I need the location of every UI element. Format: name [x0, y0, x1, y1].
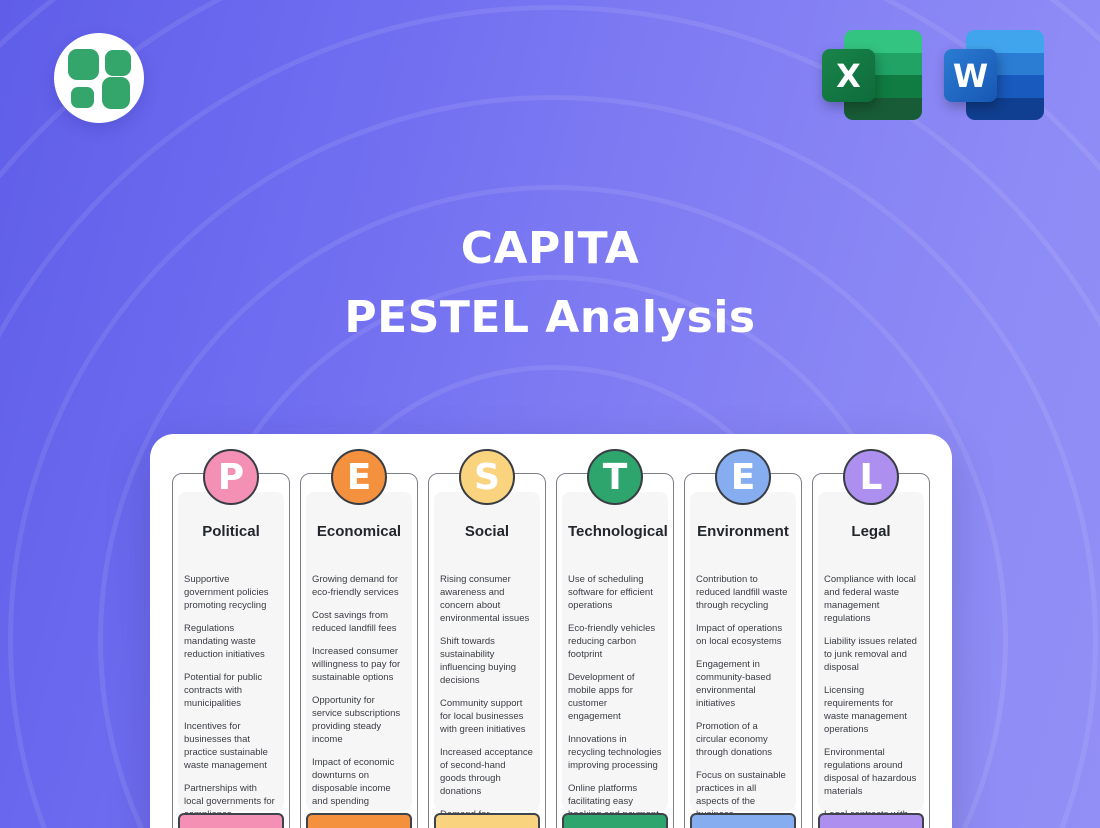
column-title: Economical [316, 523, 402, 540]
column-panel: Social Rising consumer awareness and con… [434, 492, 540, 828]
list-item: Promotion of a circular economy through … [696, 721, 773, 758]
page-title: PESTEL Analysis [344, 292, 756, 343]
column-panel: Technological Use of scheduling software… [562, 492, 668, 820]
column-legal: L Legal Compliance with local and federa… [812, 449, 930, 828]
list-item: Innovations in recycling technologies im… [568, 734, 662, 771]
list-item: Licensing requirements for waste managem… [824, 685, 907, 735]
list-item: Increased acceptance of second-hand good… [440, 747, 533, 797]
column-economical: E Economical Growing demand for eco-frie… [300, 449, 418, 828]
list-item: Development of mobile apps for customer … [568, 672, 635, 722]
list-item: Potential for public contracts with muni… [184, 672, 263, 709]
letter-badge-e: E [331, 449, 387, 505]
logo-grid-icon [71, 87, 94, 108]
list-item: Cost savings from reduced landfill fees [312, 610, 397, 634]
column-environment: E Environment Contribution to reduced la… [684, 449, 802, 828]
column-footer-bar [818, 813, 924, 828]
logo-grid-icon [68, 49, 99, 80]
pestel-board: P Political Supportive government polici… [150, 434, 952, 828]
logo-grid-icon [102, 77, 130, 109]
list-item: Engagement in community-based environmen… [696, 659, 771, 709]
letter-badge-e2: E [715, 449, 771, 505]
list-item: Compliance with local and federal waste … [824, 574, 916, 624]
column-footer-bar [690, 813, 796, 828]
word-letter-tile: W [944, 49, 997, 102]
list-item: Growing demand for eco-friendly services [312, 574, 399, 598]
column-footer-bar [306, 813, 412, 828]
word-icon: W [944, 30, 1044, 122]
column-footer-bar [562, 813, 668, 828]
letter-badge-l: L [843, 449, 899, 505]
list-item: Increased consumer willingness to pay fo… [312, 646, 401, 683]
list-item: Community support for local businesses w… [440, 698, 526, 735]
column-title: Social [464, 523, 510, 540]
list-item: Contribution to reduced landfill waste t… [696, 574, 788, 611]
company-name: CAPITA [460, 223, 640, 274]
list-item: Impact of economic downturns on disposab… [312, 757, 395, 807]
column-footer-bar [178, 813, 284, 828]
column-title: Legal [851, 523, 891, 540]
column-title: Technological [568, 523, 668, 540]
logo-grid-icon [105, 50, 131, 76]
column-panel: Legal Compliance with local and federal … [818, 492, 924, 828]
column-panel: Environment Contribution to reduced land… [690, 492, 796, 820]
list-item: Environmental regulations around disposa… [824, 747, 917, 797]
column-title: Environment [697, 523, 789, 540]
column-title: Political [202, 523, 260, 540]
column-technological: T Technological Use of scheduling softwa… [556, 449, 674, 828]
list-item: Impact of operations on local ecosystems [696, 623, 783, 647]
column-panel: Economical Growing demand for eco-friend… [306, 492, 412, 811]
column-panel: Political Supportive government policies… [178, 492, 284, 820]
headline: CAPITA PESTEL Analysis [0, 214, 1100, 352]
column-social: S Social Rising consumer awareness and c… [428, 449, 546, 828]
app-logo [54, 33, 144, 123]
letter-badge-t: T [587, 449, 643, 505]
list-item: Rising consumer awareness and concern ab… [440, 574, 530, 624]
list-item: Incentives for businesses that practice … [184, 721, 268, 771]
column-political: P Political Supportive government polici… [172, 449, 290, 828]
list-item: Opportunity for service subscriptions pr… [312, 695, 401, 745]
list-item: Use of scheduling software for efficient… [568, 574, 653, 611]
excel-icon: X [822, 30, 922, 122]
list-item: Supportive government policies promoting… [184, 574, 269, 611]
list-item: Eco-friendly vehicles reducing carbon fo… [568, 623, 656, 660]
excel-letter-tile: X [822, 49, 875, 102]
column-footer-bar [434, 813, 540, 828]
list-item: Liability issues related to junk removal… [824, 636, 917, 673]
list-item: Regulations mandating waste reduction in… [184, 623, 265, 660]
letter-badge-s: S [459, 449, 515, 505]
letter-badge-p: P [203, 449, 259, 505]
list-item: Shift towards sustainability influencing… [440, 636, 517, 686]
